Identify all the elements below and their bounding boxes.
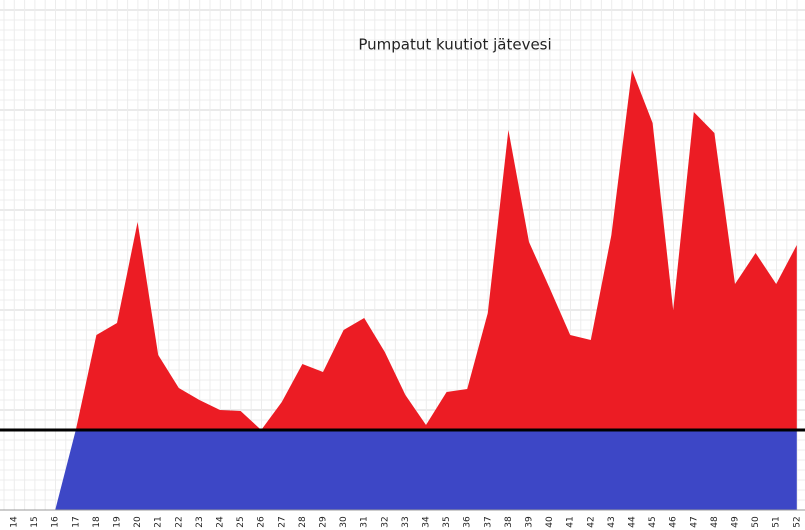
x-tick-label: 14 xyxy=(10,516,20,528)
x-tick-label: 38 xyxy=(504,516,514,528)
x-tick-label: 25 xyxy=(236,516,246,527)
x-tick-label: 45 xyxy=(648,516,658,527)
x-tick-label: 39 xyxy=(525,516,535,528)
x-tick-label: 51 xyxy=(772,516,782,527)
chart-title: Pumpatut kuutiot jätevesi xyxy=(358,36,551,54)
x-tick-label: 22 xyxy=(174,516,184,527)
x-tick-label: 15 xyxy=(30,516,40,527)
x-tick-label: 43 xyxy=(607,516,617,527)
x-tick-label: 27 xyxy=(277,516,287,527)
area xyxy=(14,70,797,510)
x-tick-label: 46 xyxy=(669,516,679,528)
x-tick-label: 19 xyxy=(113,516,123,528)
x-tick-label: 40 xyxy=(545,516,555,528)
x-tick-label: 31 xyxy=(360,516,370,527)
x-tick-label: 30 xyxy=(339,516,349,528)
x-tick-label: 16 xyxy=(51,516,61,528)
x-tick-label: 35 xyxy=(442,516,452,527)
x-tick-label: 17 xyxy=(71,516,81,527)
x-tick-label: 33 xyxy=(401,516,411,527)
x-tick-label: 36 xyxy=(463,516,473,528)
x-tick-label: 28 xyxy=(298,516,308,528)
x-tick-label: 48 xyxy=(710,516,720,528)
x-tick-label: 42 xyxy=(586,516,596,527)
x-tick-label: 49 xyxy=(731,516,741,528)
x-tick-label: 29 xyxy=(319,516,329,528)
x-tick-label: 18 xyxy=(92,516,102,528)
x-tick-label: 23 xyxy=(195,516,205,527)
x-tick-label: 44 xyxy=(628,516,638,528)
x-tick-label: 47 xyxy=(689,516,699,527)
x-tick-label: 34 xyxy=(422,516,432,528)
x-tick-label: 37 xyxy=(483,516,493,527)
x-tick-label: 24 xyxy=(216,516,226,528)
x-tick-label: 26 xyxy=(257,516,267,528)
x-tick-label: 20 xyxy=(133,516,143,528)
x-tick-label: 41 xyxy=(566,516,576,527)
x-tick-label: 21 xyxy=(154,516,164,527)
x-tick-label: 50 xyxy=(751,516,761,528)
x-tick-label: 32 xyxy=(380,516,390,527)
x-tick-label: 52 xyxy=(792,516,802,527)
area xyxy=(14,430,797,510)
